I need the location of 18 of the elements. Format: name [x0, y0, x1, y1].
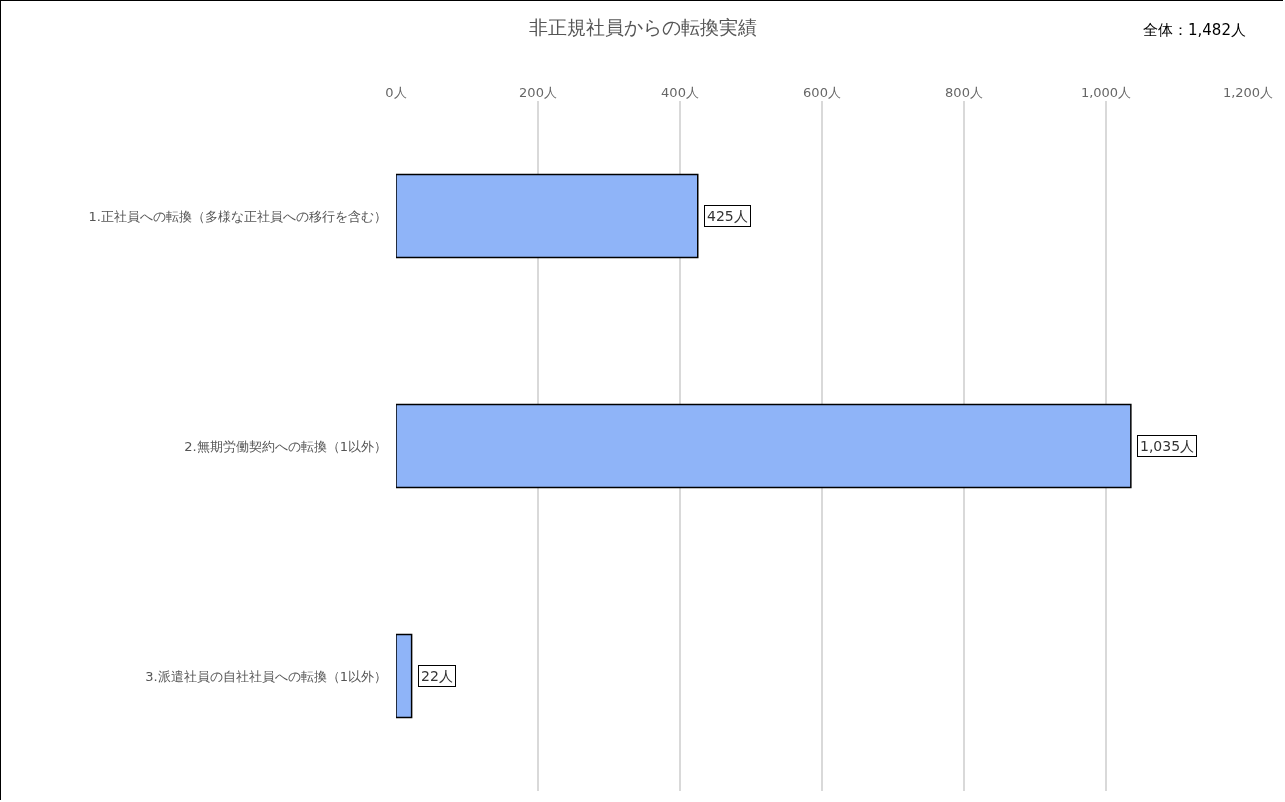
data-label: 425人: [707, 208, 748, 224]
x-tick-label: 200人: [519, 85, 557, 101]
y-tick-label: 2.無期労働契約への転換（1以外）: [184, 438, 387, 454]
y-tick-label: 3.派遣社員の自社社員への転換（1以外）: [145, 668, 387, 684]
text: 全体：1,482人: [1143, 21, 1246, 39]
data-label: 22人: [421, 668, 453, 684]
x-tick-label: 800人: [945, 85, 983, 101]
x-tick-label: 1,000人: [1080, 85, 1132, 101]
x-tick-label: 1,200人: [1222, 85, 1274, 101]
x-tick-label: 400人: [661, 85, 699, 101]
x-tick-label: 600人: [803, 85, 841, 101]
x-tick-label: 0人: [385, 85, 407, 101]
bar: [396, 403, 1132, 489]
bar: [396, 173, 699, 259]
data-label: 1,035人: [1140, 438, 1195, 454]
bar: [396, 633, 413, 719]
y-tick-label: 1.正社員への転換（多様な正社員への移行を含む）: [88, 208, 387, 224]
chart-title: 非正規社員からの転換実績: [528, 16, 757, 39]
